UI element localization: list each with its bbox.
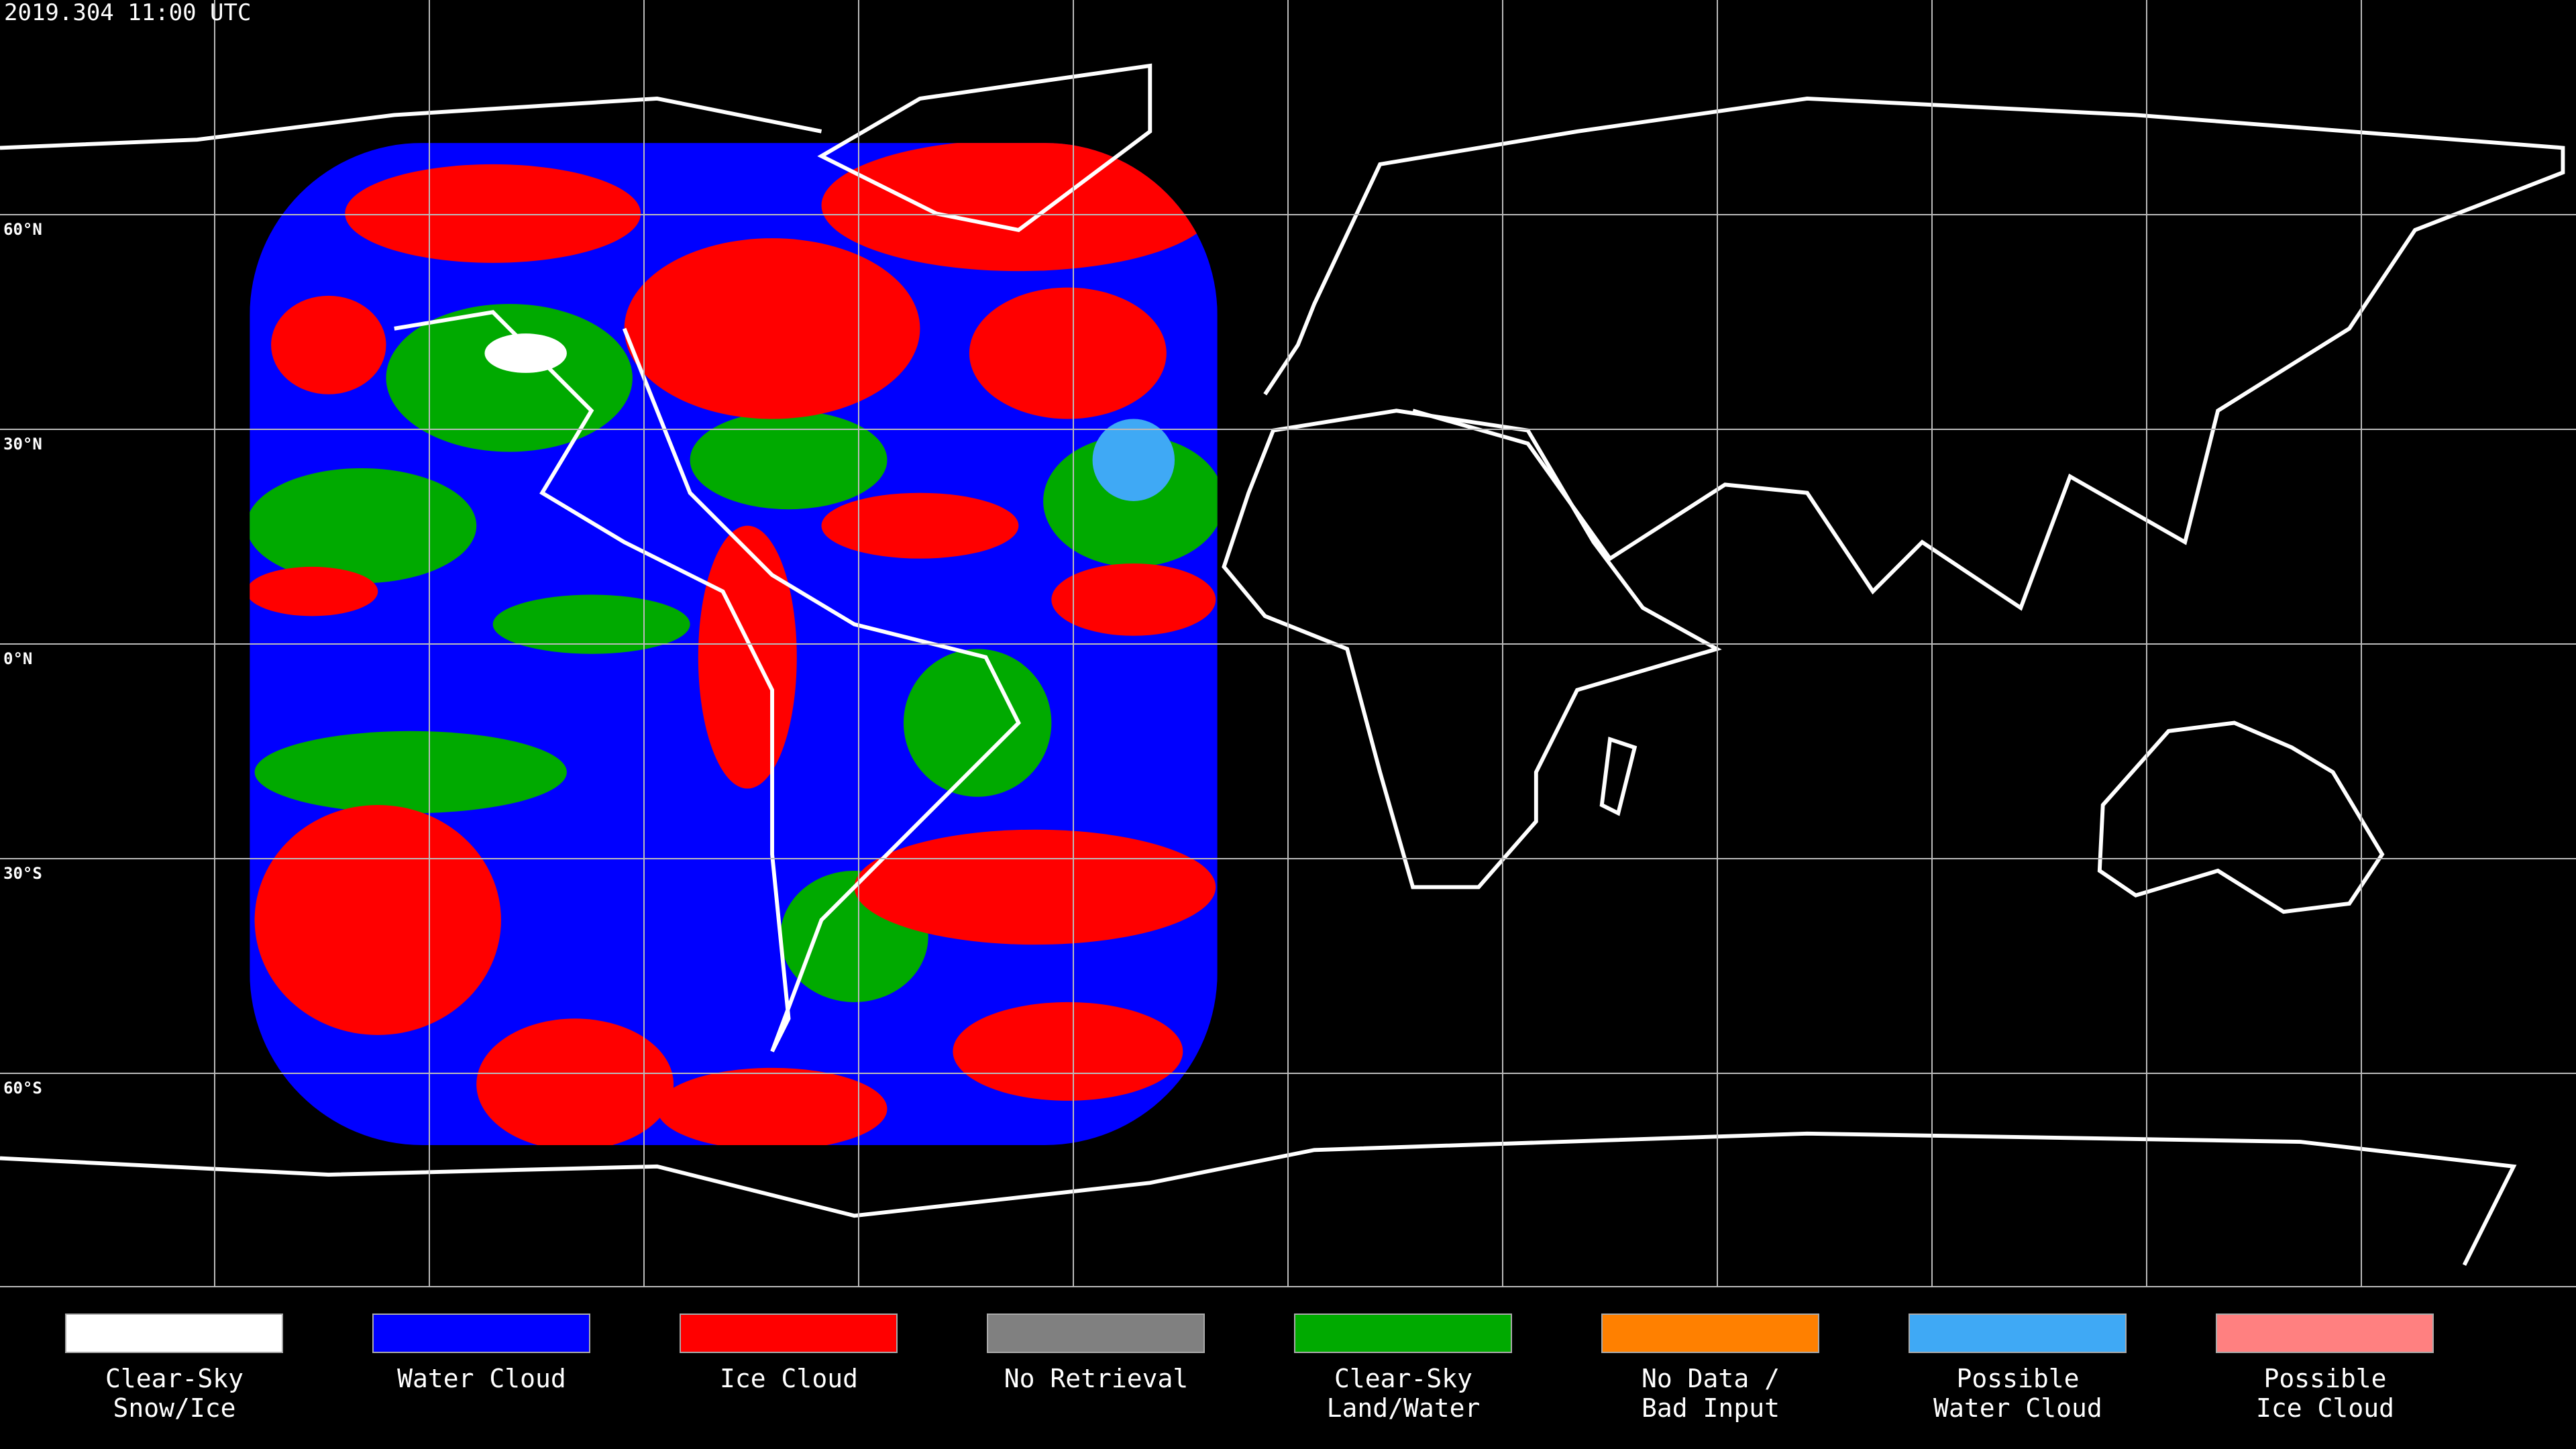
legend-label: Bad Input: [1642, 1393, 1780, 1423]
legend-label: Snow/Ice: [113, 1393, 235, 1423]
legend-label: No Retrieval: [1004, 1364, 1189, 1393]
latitude-label: 0°N: [3, 649, 32, 668]
legend-swatch: [1601, 1313, 1819, 1353]
legend-label: Water Cloud: [1933, 1393, 2102, 1423]
graticule: 60°N 30°N 0°N 30°S 60°S: [0, 0, 2576, 1287]
legend-label: Possible: [1956, 1364, 2079, 1393]
legend-label: No Data /: [1642, 1364, 1780, 1393]
legend-label: Water Cloud: [397, 1364, 566, 1393]
legend-label: Ice Cloud: [2256, 1393, 2394, 1423]
latitude-label: 30°S: [3, 864, 42, 883]
legend-label: Land/Water: [1327, 1393, 1481, 1423]
latitude-label: 60°S: [3, 1079, 42, 1097]
legend-swatch: [1294, 1313, 1512, 1353]
legend-swatch: [987, 1313, 1205, 1353]
legend-label: Ice Cloud: [720, 1364, 858, 1393]
legend-label: Clear-Sky: [105, 1364, 244, 1393]
latitude-label: 30°N: [3, 435, 42, 453]
legend-swatch: [372, 1313, 590, 1353]
coastlines: [0, 63, 2565, 1267]
legend-swatch: [2216, 1313, 2434, 1353]
legend-swatch: [1909, 1313, 2127, 1353]
legend-label: Possible: [2263, 1364, 2386, 1393]
legend-swatch: [680, 1313, 898, 1353]
latitude-label: 60°N: [3, 220, 42, 239]
timestamp: 2019.304 11:00 UTC: [4, 0, 251, 26]
legend-swatch: [65, 1313, 283, 1353]
legend-label: Clear-Sky: [1334, 1364, 1472, 1393]
